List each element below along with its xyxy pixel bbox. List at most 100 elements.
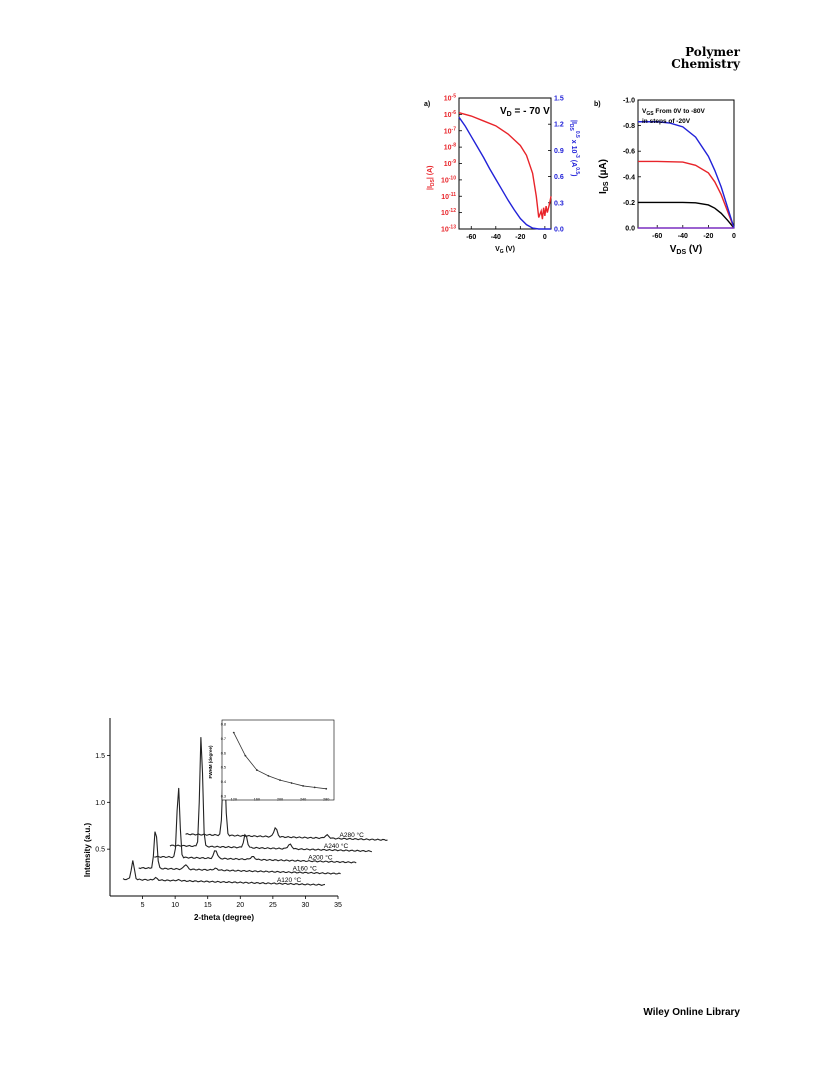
series-label: A120 °C (277, 876, 302, 884)
plot-frame (458, 97, 552, 230)
annotation-vd: VD = - 70 V (500, 106, 550, 118)
series-line (638, 201, 735, 229)
y-tick-label: -1.0 (623, 98, 635, 105)
inset-x-tick-label: 200 (277, 798, 283, 802)
left-tick-label: 10-7 (444, 126, 456, 135)
x-tick-label: 0 (543, 234, 547, 241)
y-axis-ticks: 1.5 1.0 0.5 (95, 753, 110, 854)
right-axis-ticks: 1.5 1.2 0.9 0.6 0.3 0.0 (548, 96, 564, 234)
x-axis-label: VDS (V) (670, 244, 703, 256)
x-tick-label: 5 (141, 902, 145, 909)
journal-name-line2: Chemistry (671, 57, 740, 71)
inset-x-tick-label: 240 (300, 798, 306, 802)
series-labels: A120 °C A160 °C A200 °C A240 °C A280 °C (277, 831, 364, 884)
inset-y-tick-label: 0.5 (221, 766, 226, 770)
left-tick-label: 10-5 (444, 94, 456, 103)
x-tick-label: -60 (652, 233, 662, 240)
left-tick-label: 10-6 (444, 110, 456, 119)
inset-x-ticks: 120 160 200 240 280 (231, 798, 330, 802)
series-group (458, 112, 552, 230)
figure-a-transfer-curve: a) 10-510-610-710-810-910-1010-1110-1210… (424, 94, 580, 256)
annotation-vgs-line2: in steps of -20V (642, 118, 691, 125)
inset-y-tick-label: 0.7 (221, 737, 226, 741)
x-tick-label: 20 (236, 902, 244, 909)
left-axis-ticks: 10-5 10-6 10-7 10-8 10-9 10-10 10-11 10-12 10-13 (441, 94, 462, 234)
x-axis-label: VG (V) (495, 246, 515, 255)
annotation-vgs-line1: VGS From 0V to -80V (642, 108, 706, 117)
inset-fwhm-point (290, 782, 293, 784)
inset-fwhm-point (244, 754, 247, 757)
x-tick-label: 10 (171, 902, 179, 909)
series-label: A240 °C (324, 842, 349, 850)
x-tick-label: -20 (703, 233, 713, 240)
journal-name: Polymer Chemistry (671, 46, 740, 70)
series-label: A160 °C (293, 865, 318, 873)
right-tick-label: 0.3 (554, 200, 564, 207)
x-tick-label: 0 (732, 233, 736, 240)
inset-fwhm-point (232, 731, 235, 734)
journal-name-line1: Polymer (685, 45, 740, 59)
inset-y-tick-label: 0.8 (221, 723, 226, 727)
series-group (638, 121, 735, 229)
left-tick-label: 10-8 (444, 143, 456, 152)
left-tick-label: 10-9 (444, 159, 456, 168)
left-tick-label: 10-12 (441, 208, 456, 217)
inset-y-tick-label: 0.3 (221, 795, 226, 799)
y-tick-label: 0.0 (625, 226, 635, 233)
series-line (638, 121, 735, 229)
x-tick-label: 25 (269, 902, 277, 909)
left-tick-label: 10-11 (441, 192, 456, 201)
y-tick-label: -0.6 (623, 149, 635, 156)
series-sqrt-ids (458, 116, 551, 230)
y-tick-label: -0.8 (623, 123, 635, 130)
x-tick-label: -40 (491, 234, 501, 241)
y-tick-label: 1.5 (95, 753, 105, 760)
right-axis-label: |IDS0.5 x 10-3 (A0.5) (568, 120, 580, 176)
series-label: A280 °C (340, 831, 365, 839)
figure-c-xrd-pattern: 1.5 1.0 0.5 5 10 15 20 25 30 35 A120 °C A160 °C A2… (83, 718, 388, 922)
y-tick-label: 1.0 (95, 800, 105, 807)
inset-y-ticks: 0.8 0.7 0.6 0.5 0.4 0.3 (221, 723, 226, 799)
inset-x-tick-label: 160 (254, 798, 260, 802)
inset-x-tick-label: 120 (231, 798, 237, 802)
series-group (122, 737, 388, 887)
xrd-series-line (154, 787, 357, 864)
x-tick-label: 30 (302, 902, 310, 909)
x-tick-label: -60 (466, 234, 476, 241)
y-tick-label: -0.2 (623, 200, 635, 207)
inset-fwhm-point (325, 787, 328, 790)
series-label: A200 °C (308, 853, 333, 861)
x-axis-label: 2-theta (degree) (194, 913, 254, 922)
publisher-footer: Wiley Online Library (643, 1007, 740, 1018)
left-tick-label: 10-10 (441, 175, 456, 184)
right-tick-label: 0.9 (554, 148, 564, 155)
y-tick-label: 0.5 (95, 847, 105, 854)
inset-y-tick-label: 0.6 (221, 751, 226, 755)
left-tick-label: 10-13 (441, 225, 456, 234)
right-tick-label: 0.6 (554, 174, 564, 181)
xrd-series-line (122, 860, 326, 887)
x-tick-label: 35 (334, 902, 342, 909)
inset-fwhm-point (313, 786, 316, 789)
series-line (638, 160, 735, 229)
inset-fwhm-point (255, 769, 258, 771)
xrd-series-line (185, 766, 388, 842)
inset-y-label: FWHM (degree) (208, 745, 213, 779)
y-tick-label: -0.4 (623, 174, 635, 181)
x-tick-label: -20 (515, 234, 525, 241)
x-axis-ticks: -60 -40 -20 0 (652, 225, 736, 240)
xrd-series-line (138, 831, 341, 875)
y-axis-label: Intensity (a.u.) (83, 823, 92, 878)
left-axis-label: |IDS| (A) (427, 166, 436, 190)
figure-b-output-curve: b) -1.0 -0.8 -0.6 -0.4 -0.2 0.0 -60 -40 -20 0 VG… (594, 98, 736, 257)
xrd-series-line (169, 737, 373, 853)
right-tick-label: 0.0 (554, 227, 564, 234)
x-tick-label: -40 (678, 233, 688, 240)
x-axis-ticks: 5 10 15 20 25 30 35 (141, 896, 342, 909)
right-tick-label: 1.5 (554, 96, 564, 103)
x-tick-label: 15 (204, 902, 212, 909)
inset-y-tick-label: 0.4 (221, 780, 226, 784)
y-axis-label: IDS (µA) (598, 159, 610, 194)
inset-x-tick-label: 280 (323, 798, 329, 802)
inset-chart: 0.8 0.7 0.6 0.5 0.4 0.3 120 160 200 240 280 FWHM … (208, 719, 335, 802)
